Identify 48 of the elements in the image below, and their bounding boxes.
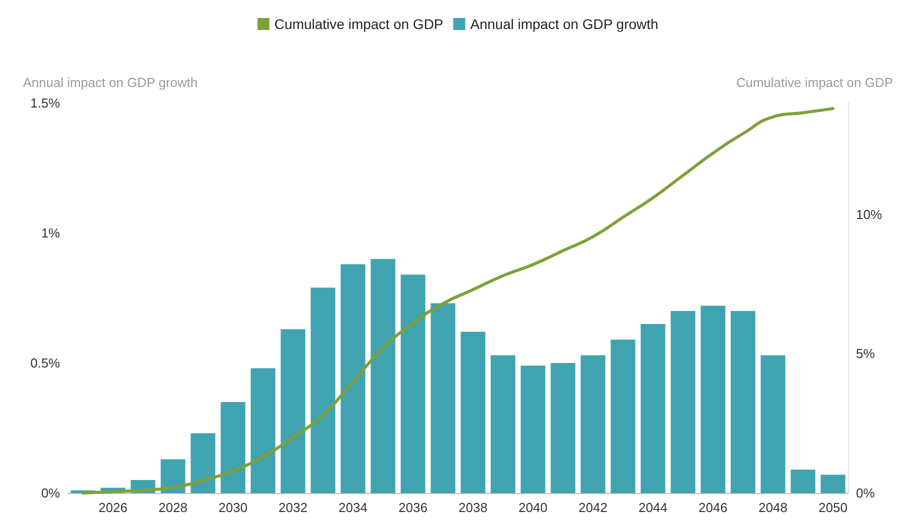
x-tick-label: 2034 [338,500,368,515]
x-tick-label: 2046 [698,500,728,515]
bar [670,311,696,493]
bar [310,288,336,493]
bar [280,329,306,493]
bar [460,332,486,493]
bar [370,259,396,493]
y2-tick-label: 10% [856,206,882,222]
x-tick-label: 2030 [218,500,248,515]
bar [610,340,636,493]
bar [640,324,666,493]
bar [160,459,186,493]
bar [250,368,276,493]
y2-tick-label: 0% [856,486,876,500]
bar [820,474,846,493]
x-tick-label: 2032 [278,500,308,515]
legend-label: Cumulative impact on GDP [274,16,444,32]
x-tick-label: 2028 [158,500,188,515]
bar [190,433,216,493]
x-tick-label: 2026 [98,500,128,515]
line-series [82,107,834,494]
bar [430,303,456,493]
x-tick-label: 2044 [638,500,668,515]
x-tick-label: 2036 [398,500,428,515]
y2-tick-label: 5% [856,346,876,362]
bar [340,264,366,493]
bar [220,402,246,493]
bar [700,306,726,493]
y-tick-label: 0% [41,486,60,500]
x-tick-label: 2042 [578,500,608,515]
bar [520,366,546,493]
y-tick-label: 0.5% [30,356,60,370]
x-tick-label: 2038 [458,500,488,515]
y-tick-label: 1.5% [30,96,60,110]
y-axis-title: Annual impact on GDP growth [23,75,198,90]
bar [550,363,576,493]
bar [490,355,516,493]
x-tick-label: 2050 [818,500,848,515]
bar [790,470,816,493]
x-tick-label: 2048 [758,500,788,515]
y2-axis-title: Cumulative impact on GDP [736,75,893,90]
bar [730,311,756,493]
bar [400,274,426,493]
bar [580,355,606,493]
x-tick-label: 2040 [518,500,548,515]
y-tick-label: 1% [41,226,60,240]
legend-label: Annual impact on GDP growth [470,16,658,32]
bar [760,355,786,493]
